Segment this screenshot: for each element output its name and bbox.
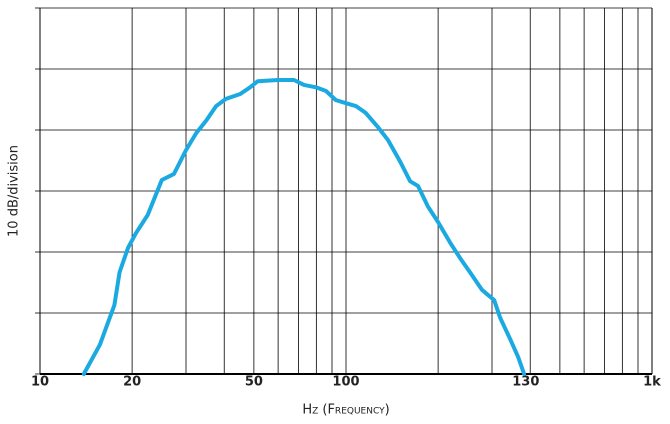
x-tick-label: 50 [245,375,263,390]
x-tick-label: 20 [123,375,141,390]
x-tick-label: 10 [31,375,49,390]
x-tick-label: 1k [643,375,661,390]
line [81,78,527,376]
x-tick-label: 130 [512,375,539,390]
x-tick-label: 100 [332,375,359,390]
x-axis-title: Hz (Frequency) [302,403,389,418]
y-axis-title: 10 dB/division [7,145,22,237]
